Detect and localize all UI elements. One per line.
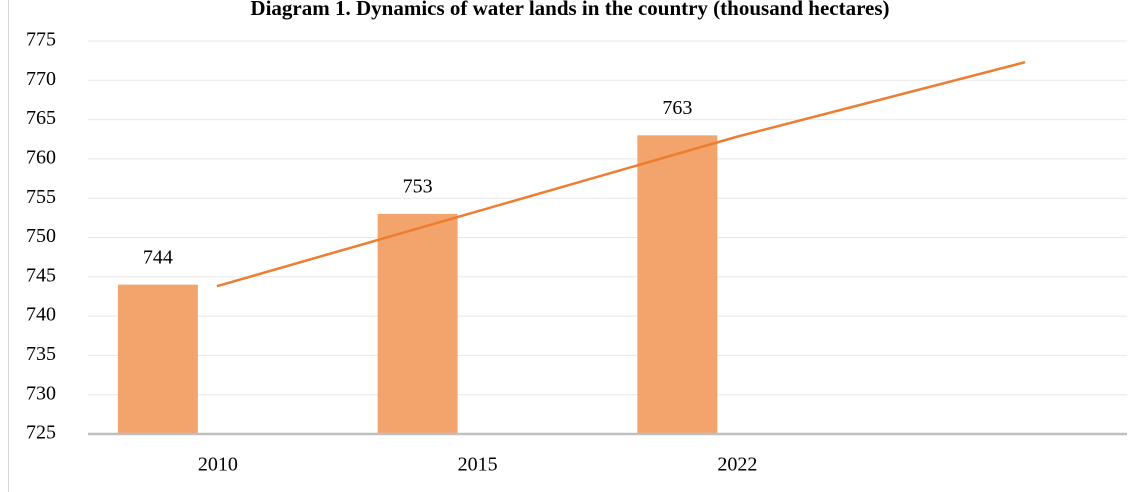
y-tick-label: 745	[26, 264, 56, 286]
y-tick-label: 755	[26, 186, 56, 208]
trendline	[216, 61, 1026, 288]
bar	[637, 135, 718, 434]
x-tick-label: 2022	[717, 454, 757, 476]
y-tick-label: 750	[26, 225, 56, 247]
y-tick-label: 765	[26, 107, 56, 129]
y-tick-label: 735	[26, 343, 56, 365]
data-label: 753	[403, 176, 433, 198]
bar	[117, 284, 198, 434]
y-tick-label: 760	[26, 146, 56, 168]
y-tick-label: 770	[26, 68, 56, 90]
x-tick-label: 2010	[198, 454, 238, 476]
y-tick-label: 740	[26, 304, 56, 326]
data-label: 744	[143, 246, 173, 268]
chart-title: Diagram 1. Dynamics of water lands in th…	[250, 0, 889, 20]
x-tick-label: 2015	[458, 454, 498, 476]
y-tick-label: 725	[26, 422, 56, 444]
data-label: 763	[662, 97, 692, 119]
bar	[377, 213, 458, 434]
y-tick-label: 730	[26, 382, 56, 404]
y-tick-label: 775	[26, 29, 56, 51]
